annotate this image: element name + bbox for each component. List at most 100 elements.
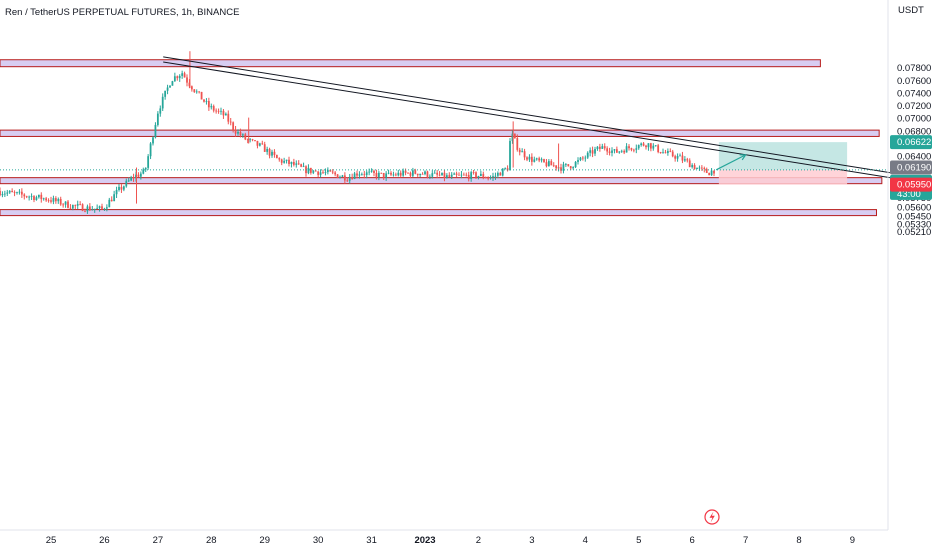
candle-body bbox=[679, 155, 681, 157]
candle-body bbox=[203, 99, 205, 102]
candle-body bbox=[431, 173, 434, 177]
candle-body bbox=[343, 175, 346, 181]
tradingview-flash-icon[interactable] bbox=[704, 509, 720, 525]
candle-body bbox=[467, 174, 470, 179]
candle-body bbox=[351, 177, 354, 179]
x-tick-label: 28 bbox=[206, 535, 217, 546]
candle-body bbox=[261, 143, 264, 145]
candle-body bbox=[229, 121, 232, 123]
trendline-2[interactable] bbox=[163, 61, 890, 179]
candle-body bbox=[450, 174, 453, 177]
candle-body bbox=[640, 143, 643, 146]
indicator-price-tag-text: 0.06190 bbox=[897, 162, 931, 173]
time-axis[interactable]: 25 26 27 28 29 30 31 2023 2 3 4 5 6 7 8 9 bbox=[0, 529, 888, 546]
candle-body bbox=[171, 81, 174, 86]
candle-body bbox=[630, 148, 633, 150]
candle-body bbox=[132, 177, 135, 179]
candle-body bbox=[666, 150, 669, 154]
candle-body bbox=[547, 161, 550, 167]
zone-4[interactable] bbox=[0, 209, 877, 217]
candle-body bbox=[292, 161, 295, 165]
candle-body bbox=[326, 170, 329, 173]
zone-2[interactable] bbox=[0, 129, 880, 137]
candle-body bbox=[297, 163, 300, 165]
candle-body bbox=[173, 76, 176, 82]
y-tick-label: 0.07000 bbox=[897, 114, 931, 125]
candle-body bbox=[118, 186, 120, 191]
candle-body bbox=[368, 171, 371, 173]
candle-body bbox=[601, 146, 604, 149]
zone-1[interactable] bbox=[0, 59, 821, 68]
candle-body bbox=[681, 155, 684, 161]
candle-body bbox=[37, 194, 40, 198]
candle-body bbox=[489, 177, 492, 179]
long-position-tool[interactable] bbox=[718, 142, 848, 185]
projection-arrow-head bbox=[739, 154, 747, 161]
candle-body bbox=[696, 167, 698, 170]
candle-body bbox=[178, 75, 181, 79]
candle-body bbox=[11, 190, 14, 193]
candle-body bbox=[470, 172, 473, 179]
candle-body bbox=[120, 186, 123, 190]
last-price-tag-text: 43:00 bbox=[897, 189, 921, 200]
candle-body bbox=[596, 146, 599, 150]
candle-body bbox=[703, 168, 706, 169]
candle-body bbox=[241, 134, 244, 136]
candle-body bbox=[404, 170, 407, 173]
candle-body bbox=[307, 167, 310, 174]
candle-body bbox=[169, 85, 171, 88]
candle-body bbox=[161, 96, 164, 109]
x-tick-label: 2023 bbox=[414, 535, 435, 546]
candle-body bbox=[207, 101, 210, 108]
x-tick-label: 5 bbox=[636, 535, 641, 546]
candle-body bbox=[57, 198, 60, 202]
candle-body bbox=[455, 173, 458, 175]
candle-body bbox=[319, 172, 322, 175]
candle-body bbox=[392, 174, 395, 176]
candle-body bbox=[47, 200, 50, 202]
candle-body bbox=[64, 201, 67, 205]
candle-body bbox=[577, 160, 579, 162]
candle-body bbox=[705, 168, 708, 173]
zone-3[interactable] bbox=[0, 177, 883, 185]
candle-body bbox=[331, 171, 334, 173]
candle-body bbox=[460, 174, 463, 176]
stop-zone[interactable] bbox=[718, 169, 848, 185]
candle-body bbox=[623, 150, 626, 153]
candle-body bbox=[569, 166, 572, 169]
candle-body bbox=[407, 172, 409, 174]
candle-body bbox=[193, 89, 196, 92]
candle-body bbox=[52, 198, 55, 202]
candle-body bbox=[562, 164, 565, 171]
candle-body bbox=[130, 177, 133, 181]
candle-body bbox=[144, 167, 147, 170]
candle-body bbox=[246, 139, 249, 141]
candle-body bbox=[84, 210, 86, 212]
candle-body bbox=[302, 166, 305, 168]
candle-body bbox=[108, 199, 111, 208]
candle-body bbox=[628, 146, 630, 149]
candle-body bbox=[441, 172, 443, 176]
candle-body bbox=[220, 110, 222, 112]
trendline-1[interactable] bbox=[163, 56, 890, 174]
chart-title: Ren / TetherUS PERPETUAL FUTURES, 1h, BI… bbox=[5, 7, 239, 18]
candle-body bbox=[397, 172, 400, 176]
candle-body bbox=[458, 174, 460, 176]
trendlines-layer[interactable] bbox=[163, 56, 890, 179]
candle-body bbox=[691, 165, 694, 168]
candle-body bbox=[385, 173, 388, 178]
y-tick-label: 0.05450 bbox=[897, 212, 931, 223]
candle-body bbox=[110, 199, 113, 202]
projection-arrow[interactable] bbox=[715, 154, 746, 171]
candle-body bbox=[530, 156, 533, 162]
candle-body bbox=[28, 196, 31, 198]
candle-body bbox=[166, 87, 169, 91]
candle-body bbox=[283, 160, 286, 163]
stop-price-tag-text: 0.05950 bbox=[897, 180, 931, 191]
candle-body bbox=[353, 173, 356, 179]
candle-body bbox=[16, 192, 18, 193]
candle-body bbox=[324, 172, 327, 173]
candle-body bbox=[88, 206, 91, 211]
